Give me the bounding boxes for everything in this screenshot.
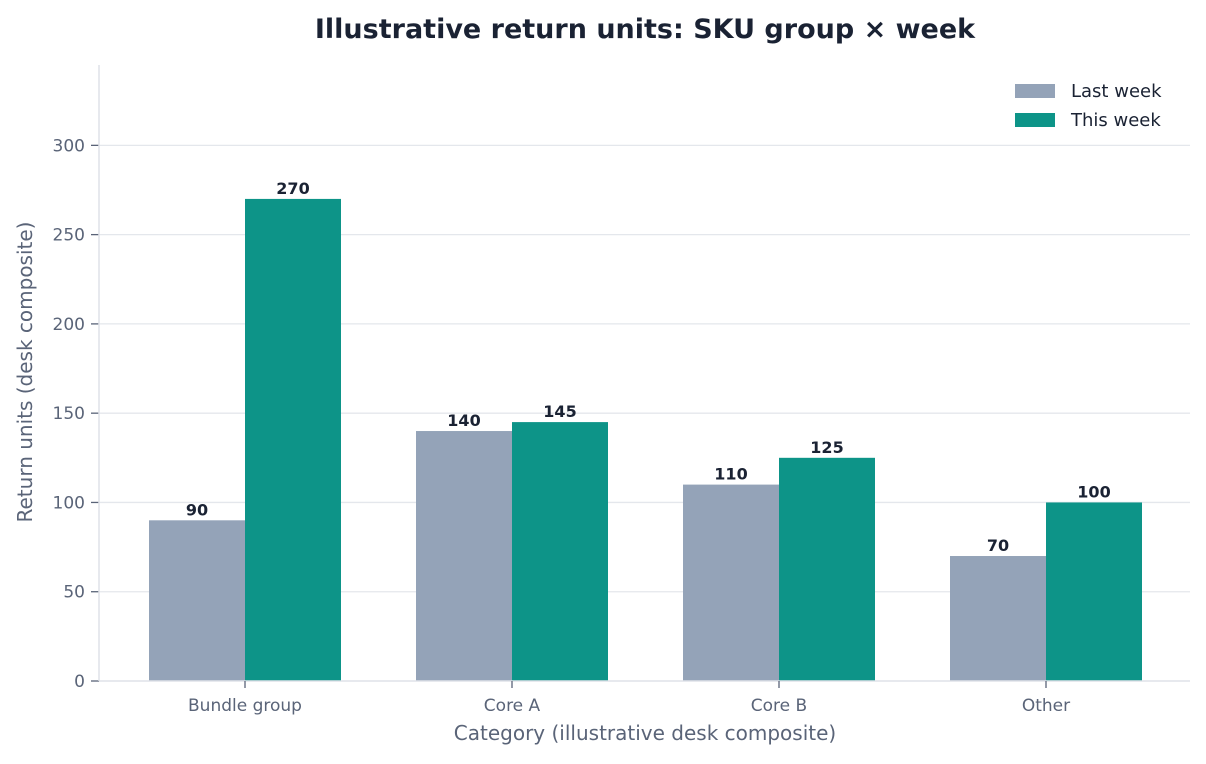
legend: Last week This week (1015, 81, 1162, 131)
x-tick-label: Bundle group (188, 696, 302, 716)
legend-label-this-week: This week (1070, 110, 1161, 131)
data-label-last-week: 90 (186, 500, 208, 519)
y-tick-label: 0 (74, 672, 85, 692)
bar-this-week (512, 422, 608, 681)
bars-layer (149, 198, 1142, 682)
data-label-this-week: 145 (543, 402, 576, 421)
y-tick-label: 100 (53, 493, 85, 513)
axis-layer: 0 50 100 150 200 250 300 Bundle group Core A Core… (53, 65, 1190, 716)
bar-last-week (149, 520, 245, 681)
legend-label-last-week: Last week (1071, 81, 1162, 102)
y-tick-label: 50 (63, 583, 85, 603)
y-tick-label: 150 (53, 404, 85, 424)
data-label-last-week: 110 (714, 465, 747, 484)
x-tick-label: Other (1022, 696, 1070, 716)
y-axis-label: Return units (desk composite) (13, 222, 37, 523)
data-label-this-week: 100 (1077, 482, 1110, 501)
x-tick-label: Core B (751, 696, 807, 716)
x-tick-label: Core A (484, 696, 541, 716)
bar-this-week (779, 457, 875, 681)
data-label-last-week: 70 (987, 536, 1009, 555)
bar-last-week (683, 484, 779, 681)
data-label-last-week: 140 (447, 411, 480, 430)
bar-this-week (1046, 502, 1142, 681)
bar-this-week (245, 198, 341, 682)
x-axis-label: Category (illustrative desk composite) (454, 721, 836, 745)
bar-last-week (416, 431, 512, 681)
bar-last-week (950, 556, 1046, 681)
data-label-this-week: 125 (810, 438, 843, 457)
data-labels-layer: 90 270 140 145 110 125 70 100 (186, 179, 1111, 555)
data-label-this-week: 270 (276, 179, 309, 198)
y-tick-label: 200 (53, 315, 85, 335)
chart-title: Illustrative return units: SKU group × w… (315, 14, 976, 45)
y-tick-label: 300 (53, 136, 85, 156)
legend-swatch-last-week (1015, 84, 1055, 98)
legend-swatch-this-week (1015, 113, 1055, 127)
y-tick-label: 250 (53, 226, 85, 246)
